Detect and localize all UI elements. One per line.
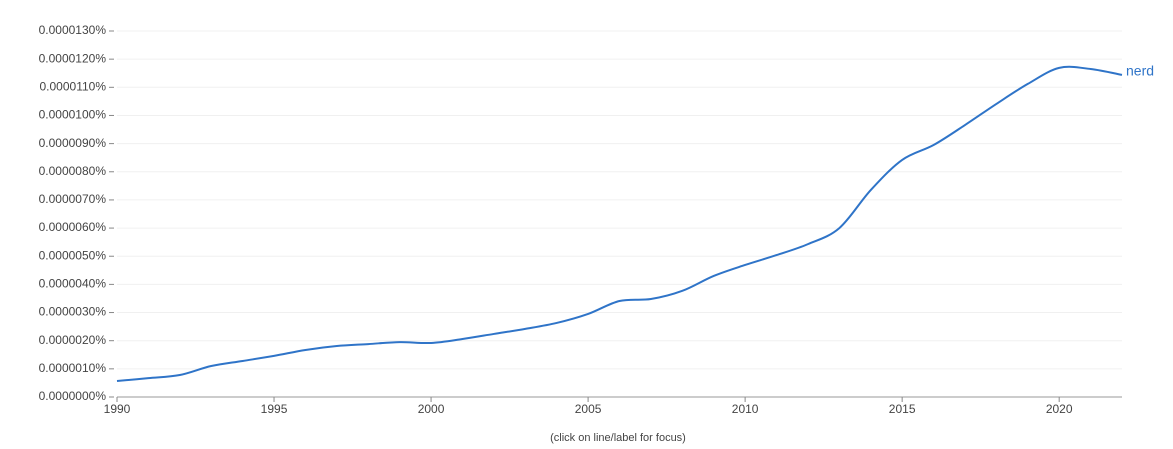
x-tick-label: 2020 <box>1046 402 1073 416</box>
y-tick-label: 0.0000030% <box>39 305 107 319</box>
y-tick-label: 0.0000090% <box>39 136 107 150</box>
x-tick-label: 2015 <box>889 402 916 416</box>
y-tick-label: 0.0000020% <box>39 333 107 347</box>
y-tick-label: 0.0000070% <box>39 192 107 206</box>
y-tick-label: 0.0000080% <box>39 164 107 178</box>
x-tick-label: 2000 <box>418 402 445 416</box>
y-tick-label: 0.0000010% <box>39 361 107 375</box>
y-tick-label: 0.0000000% <box>39 389 107 403</box>
x-tick-label: 2005 <box>575 402 602 416</box>
y-tick-label: 0.0000120% <box>39 51 107 65</box>
x-tick-label: 2010 <box>732 402 759 416</box>
y-tick-label: 0.0000050% <box>39 248 107 262</box>
y-tick-label: 0.0000130% <box>39 23 107 37</box>
series-label[interactable]: nerd <box>1126 63 1154 79</box>
y-tick-label: 0.0000060% <box>39 220 107 234</box>
y-tick-label: 0.0000110% <box>39 79 106 93</box>
y-tick-label: 0.0000040% <box>39 277 107 291</box>
y-tick-label: 0.0000100% <box>39 108 107 122</box>
caption: (click on line/label for focus) <box>550 432 686 444</box>
x-tick-label: 1995 <box>261 402 288 416</box>
x-tick-label: 1990 <box>104 402 131 416</box>
series-line[interactable] <box>116 65 1123 382</box>
